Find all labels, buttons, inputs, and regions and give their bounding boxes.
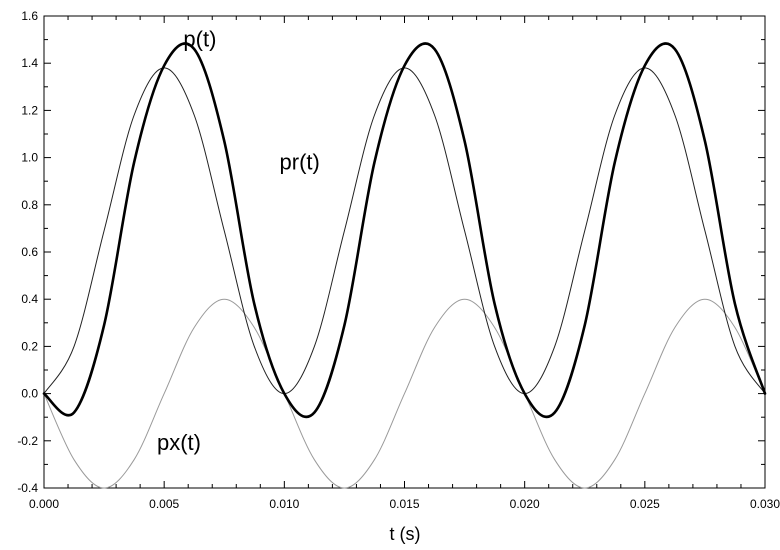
x-tick-label: 0.020 <box>510 497 540 511</box>
plot-frame <box>43 15 766 489</box>
y-tick-label: 0.4 <box>21 292 38 306</box>
annotation-layer: p(t) pr(t) px(t) <box>157 27 320 456</box>
y-tick-label: -0.2 <box>17 434 38 448</box>
series-label: px(t) <box>157 430 201 455</box>
y-axis: -0.4 -0.2 0.0 0.2 0.4 0.6 0.8 1.0 1.2 1.4 1.6 <box>17 9 765 495</box>
x-tick-label: 0.010 <box>269 497 299 511</box>
y-tick-label: 1.2 <box>21 103 38 117</box>
y-tick-label: 1.0 <box>21 151 38 165</box>
x-tick-label: 0.000 <box>29 497 59 511</box>
series-label: p(t) <box>183 27 216 52</box>
y-tick-label: 1.6 <box>21 9 38 23</box>
y-tick-label: 0.2 <box>21 339 38 353</box>
y-tick-label: -0.4 <box>17 481 38 495</box>
y-tick-label: 0.8 <box>21 198 38 212</box>
x-tick-label: 0.005 <box>149 497 179 511</box>
series-line-prt <box>43 67 766 395</box>
y-tick-label: 0.0 <box>21 387 38 401</box>
x-axis-title: t (s) <box>390 524 421 544</box>
x-axis: 0.000 0.005 0.010 0.015 0.020 0.025 0.030 <box>29 16 780 511</box>
y-tick-label: 1.4 <box>21 56 38 70</box>
series-line-pt <box>42 42 767 419</box>
x-tick-label: 0.025 <box>630 497 660 511</box>
x-tick-label: 0.015 <box>389 497 419 511</box>
y-tick-label: 0.6 <box>21 245 38 259</box>
series-label: pr(t) <box>280 149 320 174</box>
series-layer <box>42 42 767 489</box>
x-tick-label: 0.030 <box>750 497 780 511</box>
series-line-pxt <box>43 298 766 489</box>
